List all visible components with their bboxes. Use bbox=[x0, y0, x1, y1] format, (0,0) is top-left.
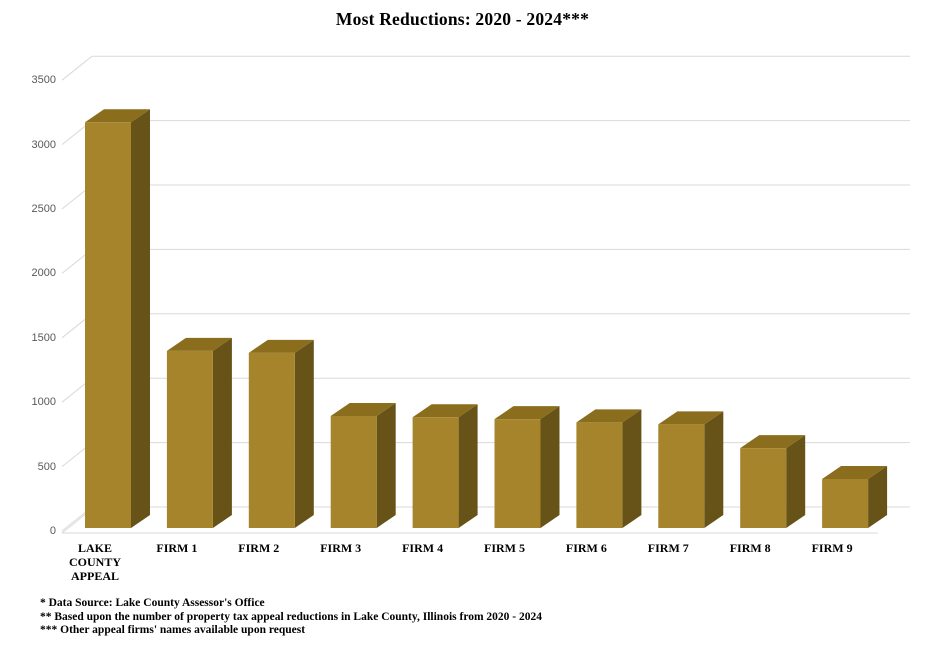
bar-firm-4 bbox=[412, 404, 478, 528]
y-axis-label-2500: 2500 bbox=[31, 203, 56, 215]
bar-front-face bbox=[330, 415, 377, 528]
footnotes: * Data Source: Lake County Assessor's Of… bbox=[40, 597, 542, 638]
footnote-names: *** Other appeal firms' names available … bbox=[40, 624, 306, 636]
y-axis-label-500: 500 bbox=[37, 460, 56, 473]
bar-firm-9 bbox=[822, 466, 888, 528]
y-axis-label-1000: 1000 bbox=[31, 396, 56, 409]
footnote-basis: ** Based upon the number of property tax… bbox=[40, 610, 543, 623]
bar-front-face bbox=[248, 352, 295, 528]
bar-firm-3 bbox=[330, 402, 396, 528]
bar-lake-county-appeal bbox=[85, 109, 150, 528]
bar-side-face bbox=[622, 409, 642, 528]
x-axis-label-firm-2: FIRM 2 bbox=[238, 541, 280, 555]
x-axis-label-lake-county-appeal: LAKE COUNTY APPEAL bbox=[68, 541, 121, 583]
x-axis-label-firm-9: FIRM 9 bbox=[811, 541, 853, 555]
chart-title: Most Reductions: 2020 - 2024*** bbox=[335, 9, 590, 29]
bar-front-face bbox=[576, 422, 623, 528]
y-tick-line-3500 bbox=[61, 55, 93, 81]
bar-side-face bbox=[458, 404, 478, 528]
bar-top-face bbox=[576, 409, 642, 423]
bar-front-face bbox=[166, 350, 213, 528]
bar-side-face bbox=[704, 411, 724, 528]
bar-front-face bbox=[658, 424, 705, 528]
y-axis-label-1500: 1500 bbox=[31, 331, 56, 344]
bar-top-face bbox=[658, 411, 724, 425]
bar-firm-8 bbox=[740, 435, 806, 528]
bar-side-face bbox=[376, 402, 396, 528]
bar-front-face bbox=[412, 417, 459, 528]
bar-firm-5 bbox=[494, 406, 560, 528]
y-axis-label-2000: 2000 bbox=[31, 267, 56, 280]
bar-side-face bbox=[786, 435, 806, 528]
bar-side-face bbox=[868, 466, 888, 528]
bar-top-face bbox=[412, 404, 478, 418]
y-axis-label-0: 0 bbox=[49, 525, 56, 537]
x-axis-label-firm-8: FIRM 8 bbox=[729, 541, 771, 555]
bar-side-face bbox=[294, 339, 314, 528]
footnote-data-source: * Data Source: Lake County Assessor's Of… bbox=[40, 597, 265, 609]
bar-top-face bbox=[85, 109, 150, 123]
x-axis-label-firm-1: FIRM 1 bbox=[156, 541, 198, 555]
bar-top-face bbox=[166, 337, 232, 351]
bar-front-face bbox=[85, 122, 131, 528]
bar-side-face bbox=[212, 337, 232, 528]
bar-firm-7 bbox=[658, 411, 724, 528]
x-axis-label-firm-7: FIRM 7 bbox=[647, 541, 689, 555]
x-axis-label-firm-6: FIRM 6 bbox=[565, 541, 607, 555]
bar-side-face bbox=[131, 109, 150, 528]
x-axis-label-firm-5: FIRM 5 bbox=[484, 541, 525, 555]
bar-top-face bbox=[740, 435, 806, 449]
y-axis-label-3500: 3500 bbox=[31, 74, 56, 87]
bar-firm-6 bbox=[576, 409, 642, 528]
bar-front-face bbox=[740, 448, 787, 528]
bar-front-face bbox=[494, 419, 541, 528]
x-axis-label-firm-4: FIRM 4 bbox=[402, 541, 444, 555]
bar-top-face bbox=[330, 402, 396, 416]
bar-front-face bbox=[822, 479, 869, 528]
bar-side-face bbox=[540, 406, 560, 528]
bar-top-face bbox=[494, 406, 560, 420]
bar-top-face bbox=[248, 339, 314, 353]
x-axis-label-firm-3: FIRM 3 bbox=[320, 541, 362, 555]
bar-firm-2 bbox=[248, 339, 314, 528]
bar-top-face bbox=[822, 466, 888, 480]
bar-firm-1 bbox=[166, 337, 232, 528]
y-axis-label-3000: 3000 bbox=[31, 138, 56, 151]
